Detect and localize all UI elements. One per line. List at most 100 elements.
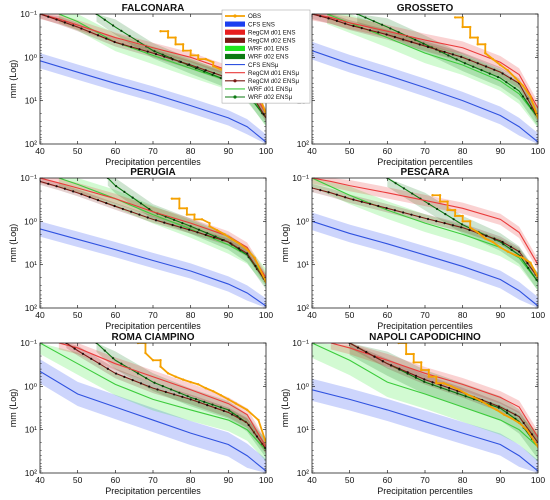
- marker-obs: [181, 49, 185, 52]
- marker-regcm02_mu: [212, 236, 216, 239]
- marker-wrf02_mu: [423, 380, 426, 383]
- y-tick-label: 10⁻¹: [292, 338, 309, 348]
- series-regcm01_mu: [58, 343, 266, 448]
- marker-obs: [469, 25, 472, 29]
- marker-obs: [219, 68, 222, 71]
- marker-obs: [453, 214, 457, 218]
- marker-regcm02_mu: [493, 68, 496, 71]
- y-tick-label: 10²: [297, 468, 309, 478]
- marker-obs: [208, 225, 211, 228]
- marker-regcm02_mu: [381, 360, 384, 363]
- band-regcm02_ens: [40, 178, 266, 286]
- marker-regcm02_mu: [214, 406, 217, 410]
- series-wrf01_mu: [326, 14, 538, 119]
- marker-obs: [223, 233, 226, 236]
- x-tick-label: 70: [148, 146, 158, 156]
- marker-regcm02_mu: [402, 211, 405, 214]
- x-tick-label: 40: [307, 310, 317, 320]
- marker-regcm02_mu: [204, 233, 207, 237]
- marker-obs: [174, 375, 177, 378]
- marker-regcm02_mu: [448, 386, 451, 390]
- x-axis-label: Precipitation percentiles: [105, 486, 201, 496]
- legend-swatch: [225, 45, 245, 51]
- marker-regcm02_mu: [360, 27, 363, 30]
- marker-regcm02_mu: [255, 435, 259, 438]
- marker-regcm02_mu: [179, 60, 182, 63]
- marker-obs: [469, 226, 472, 229]
- marker-obs: [204, 57, 207, 61]
- marker-wrf02_mu: [219, 406, 222, 409]
- y-tick-label: 10¹: [25, 425, 37, 435]
- marker-obs: [435, 382, 438, 385]
- marker-regcm02_mu: [130, 210, 133, 213]
- marker-obs: [151, 359, 155, 362]
- marker-regcm02_mu: [509, 77, 512, 80]
- marker-regcm02_mu: [146, 216, 149, 219]
- marker-regcm02_mu: [264, 446, 266, 450]
- x-tick-label: 100: [531, 475, 545, 485]
- marker-obs: [230, 238, 234, 241]
- plot-area: [40, 178, 266, 308]
- marker-regcm02_mu: [406, 371, 409, 374]
- marker-wrf02_mu: [211, 73, 214, 76]
- marker-obs: [159, 365, 162, 368]
- marker-obs: [442, 382, 446, 385]
- marker-regcm02_mu: [113, 40, 116, 44]
- band-wrf01_ens: [40, 343, 266, 462]
- marker-wrf02_mu: [535, 278, 538, 281]
- series-cfs_mu: [40, 228, 266, 307]
- marker-wrf02_mu: [103, 349, 106, 352]
- marker-regcm02_mu: [514, 413, 517, 416]
- marker-obs: [412, 352, 415, 356]
- y-axis-label: mm (Log): [8, 389, 18, 428]
- marker-obs: [491, 240, 494, 244]
- band-wrf02_ens: [357, 14, 538, 127]
- marker-obs: [238, 242, 241, 246]
- x-tick-label: 90: [496, 475, 506, 485]
- x-tick-label: 80: [458, 146, 468, 156]
- marker-obs: [427, 375, 430, 378]
- marker-regcm02_mu: [493, 237, 496, 240]
- marker-wrf02_mu: [488, 72, 491, 75]
- legend-item-cfs_mu: CFS ENSμ: [225, 62, 279, 69]
- series-regcm01_mu: [312, 14, 538, 109]
- marker-obs: [420, 361, 423, 364]
- x-tick-label: 100: [531, 310, 545, 320]
- marker-regcm02_mu: [393, 35, 396, 39]
- marker-regcm02_mu: [319, 15, 322, 18]
- marker-regcm02_mu: [106, 367, 109, 370]
- marker-regcm02_mu: [468, 58, 471, 62]
- marker-obs: [506, 250, 510, 253]
- legend-label: RegCM d01 ENSμ: [248, 70, 299, 77]
- marker-wrf02_mu: [111, 357, 115, 360]
- panel-title: ROMA CIAMPINO: [112, 332, 195, 343]
- marker-regcm02_mu: [352, 198, 355, 201]
- marker-regcm02_mu: [239, 418, 242, 421]
- marker-regcm02_mu: [212, 71, 216, 75]
- marker-wrf02_mu: [414, 38, 417, 41]
- panel-title: GROSSETO: [397, 3, 454, 14]
- x-tick-label: 80: [186, 475, 196, 485]
- x-tick-label: 40: [35, 146, 45, 156]
- marker-regcm02_mu: [196, 231, 199, 234]
- marker-regcm02_mu: [138, 48, 141, 51]
- legend-swatch: [225, 53, 245, 60]
- x-tick-label: 50: [73, 310, 83, 320]
- marker-obs: [170, 197, 174, 200]
- marker-obs: [469, 220, 472, 223]
- x-tick-label: 100: [259, 310, 273, 320]
- y-tick-label: 10⁰: [296, 381, 309, 391]
- marker-wrf02_mu: [161, 385, 164, 388]
- chart-panel-napoli-capodichino: 40 50 60 70 80 90 100 10⁻¹ 10⁰ 10¹ 10² NAPOLI CAPOD…: [280, 332, 545, 496]
- panel-title: FALCONARA: [122, 3, 185, 14]
- legend-item-wrf01_mu: WRF d01 ENSμ: [225, 86, 293, 93]
- marker-obs: [181, 43, 185, 46]
- marker-obs: [181, 378, 185, 381]
- marker-regcm02_mu: [229, 242, 232, 245]
- marker-regcm02_mu: [130, 45, 133, 48]
- marker-obs: [215, 228, 219, 232]
- band-regcm02_ens: [40, 14, 266, 123]
- band-regcm02_ens: [66, 343, 266, 454]
- x-tick-label: 40: [35, 475, 45, 485]
- marker-wrf02_mu: [435, 207, 439, 211]
